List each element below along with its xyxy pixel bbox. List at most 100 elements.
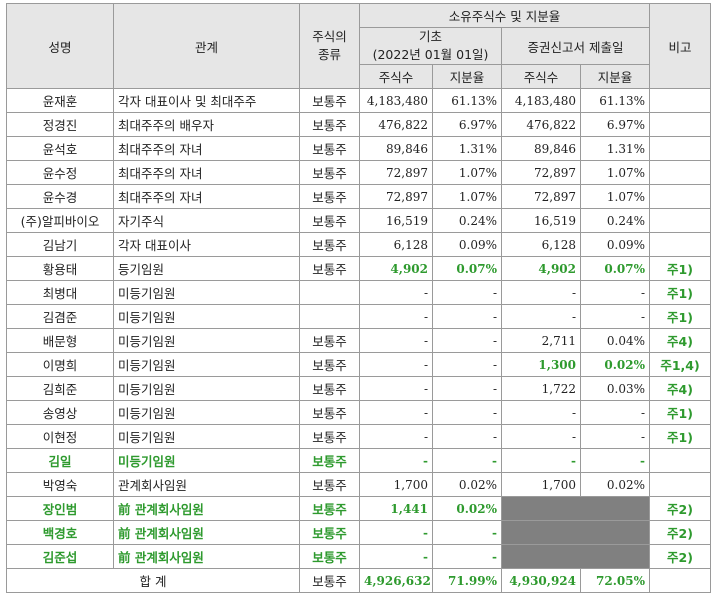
cell-ratio-base: -: [432, 280, 502, 305]
cell-shares-filing: 6,128: [501, 232, 581, 257]
cell-relation: 각자 대표이사 및 최대주주: [113, 88, 300, 113]
table-row: 윤수경 최대주주의 자녀 보통주 72,897 1.07% 72,897 1.07%: [6, 184, 712, 209]
cell-shares-base: 1,700: [359, 472, 433, 497]
cell-shares-base: -: [359, 304, 433, 329]
cell-name: 최병대: [6, 280, 114, 305]
cell-shares-base: -: [359, 448, 433, 473]
cell-name: 윤수정: [6, 160, 114, 185]
total-ratio-filing: 72.05%: [579, 568, 651, 593]
total-note: [649, 568, 712, 593]
cell-note: 주1): [649, 256, 712, 281]
cell-relation: 미등기임원: [113, 448, 300, 473]
cell-relation: 前 관계회사임원: [113, 496, 300, 521]
cell-name: 황용태: [6, 256, 114, 281]
cell-ratio-filing: -: [579, 400, 651, 425]
cell-ratio-filing: 0.07%: [579, 256, 651, 281]
cell-relation: 최대주주의 배우자: [113, 112, 300, 137]
cell-shares-base: -: [359, 352, 433, 377]
cell-note: 주2): [649, 520, 712, 545]
cell-shares-base: -: [359, 328, 433, 353]
cell-stock-type: 보통주: [299, 112, 360, 137]
cell-note: 주4): [649, 376, 712, 401]
cell-note: 주1): [649, 280, 712, 305]
cell-ratio-base: 1.07%: [432, 184, 502, 209]
cell-shares-base: 1,441: [359, 496, 433, 521]
cell-stock-type: 보통주: [299, 520, 360, 545]
cell-note: 주2): [649, 544, 712, 569]
cell-note: 주1): [649, 400, 712, 425]
cell-ratio-filing: 1.07%: [579, 160, 651, 185]
table-row: 윤수정 최대주주의 자녀 보통주 72,897 1.07% 72,897 1.07%: [6, 160, 712, 185]
cell-note: 주1): [649, 304, 712, 329]
table-row: 배문형 미등기임원 보통주 - -2,711 0.04% 주4): [6, 328, 712, 353]
cell-stock-type: [299, 304, 360, 329]
cell-shares-filing: 16,519: [501, 208, 581, 233]
table-row: 최병대 미등기임원 - - - - 주1): [6, 280, 712, 305]
header-shares-base: 주식수: [359, 64, 433, 89]
cell-ratio-base: 0.02%: [432, 496, 502, 521]
header-stock-type-line1: 주식의: [312, 29, 347, 44]
cell-ratio-filing: 0.02%: [579, 352, 651, 377]
cell-stock-type: 보통주: [299, 256, 360, 281]
cell-shares-base: -: [359, 280, 433, 305]
cell-ratio-base: -: [432, 304, 502, 329]
cell-ratio-base: -: [432, 376, 502, 401]
cell-stock-type: 보통주: [299, 88, 360, 113]
masked-cell: [500, 520, 651, 545]
cell-note: 주1): [649, 424, 712, 449]
cell-note: 주1,4): [649, 352, 712, 377]
cell-note: 주2): [649, 496, 712, 521]
header-shares-filing: 주식수: [501, 64, 581, 89]
cell-ratio-filing: 0.03%: [579, 376, 651, 401]
cell-shares-filing: 1,722: [501, 376, 581, 401]
cell-name: 윤재훈: [6, 88, 114, 113]
cell-ratio-base: 0.02%: [432, 472, 502, 497]
total-label: 합 계: [6, 568, 300, 593]
cell-ratio-base: -: [432, 448, 502, 473]
cell-name: 윤수경: [6, 184, 114, 209]
cell-shares-base: -: [359, 376, 433, 401]
cell-ratio-filing: 0.02%: [579, 472, 651, 497]
cell-note: [649, 472, 712, 497]
cell-shares-filing: -: [501, 448, 581, 473]
header-owned: 소유주식수 및 지분율: [358, 3, 651, 28]
table-row: 김겸준 미등기임원 - - - - 주1): [6, 304, 712, 329]
header-stock-type-line2: 종류: [317, 47, 341, 62]
cell-ratio-filing: 1.07%: [579, 184, 651, 209]
cell-shares-filing: 4,902: [501, 256, 581, 281]
cell-name: 박영숙: [6, 472, 114, 497]
cell-note: [649, 232, 712, 257]
cell-relation: 미등기임원: [113, 280, 300, 305]
cell-relation: 미등기임원: [113, 352, 300, 377]
cell-note: [649, 448, 712, 473]
cell-ratio-base: 0.24%: [432, 208, 502, 233]
cell-name: 김희준: [6, 376, 114, 401]
cell-ratio-base: 61.13%: [432, 88, 502, 113]
header-note: 비고: [649, 3, 712, 89]
header-filing: 증권신고서 제출일: [500, 27, 651, 65]
cell-shares-base: 4,183,480: [359, 88, 433, 113]
cell-relation: 최대주주의 자녀: [113, 184, 300, 209]
cell-shares-filing: 1,700: [501, 472, 581, 497]
cell-relation: 등기임원: [113, 256, 300, 281]
cell-stock-type: 보통주: [299, 376, 360, 401]
cell-stock-type: 보통주: [299, 352, 360, 377]
cell-name: 이현정: [6, 424, 114, 449]
cell-relation: 미등기임원: [113, 376, 300, 401]
cell-stock-type: 보통주: [299, 232, 360, 257]
header-base-title: 기초: [418, 29, 442, 44]
table-row: 이현정 미등기임원 보통주 - - - - 주1): [6, 424, 712, 449]
total-type: 보통주: [299, 568, 360, 593]
table-row: 박영숙 관계회사임원 보통주 1,700 0.02% 1,700 0.02%: [6, 472, 712, 497]
header-base-date: (2022년 01월 01일): [372, 47, 489, 62]
cell-stock-type: 보통주: [299, 400, 360, 425]
cell-name: 배문형: [6, 328, 114, 353]
cell-relation: 최대주주의 자녀: [113, 160, 300, 185]
table-body: 윤재훈 각자 대표이사 및 최대주주 보통주 4,183,480 61.13% 4,183…: [6, 88, 712, 569]
table-row: (주)알피바이오 자기주식 보통주 16,519 0.24% 16,519 0.24%: [6, 208, 712, 233]
table-row: 윤석호 최대주주의 자녀 보통주 89,846 1.31% 89,846 1.31%: [6, 136, 712, 161]
cell-shares-filing: -: [501, 424, 581, 449]
cell-relation: 각자 대표이사: [113, 232, 300, 257]
total-shares-base: 4,926,632: [359, 568, 433, 593]
